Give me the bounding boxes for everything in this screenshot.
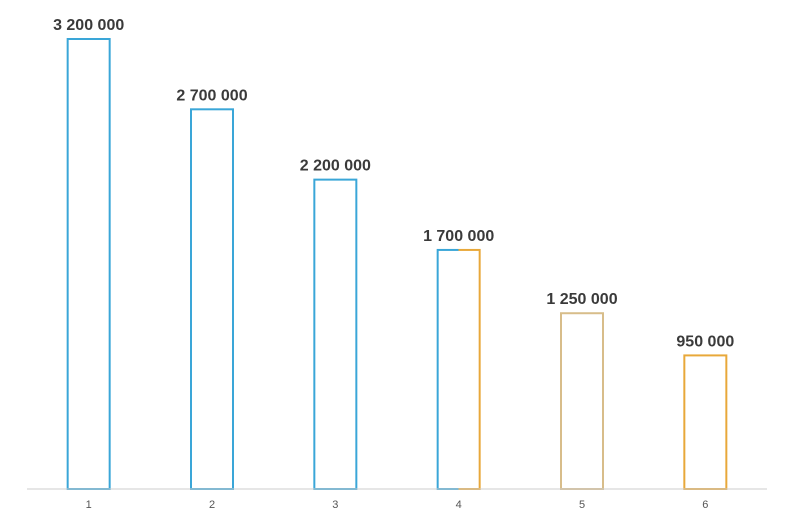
bar-2: [190, 108, 234, 490]
bar-5: [560, 312, 604, 490]
data-labels-group: 3 200 000 2 700 000 2 200 000 1 700 000 1 25…: [53, 17, 734, 350]
x-tick-label-5: 5: [579, 499, 585, 511]
bar-3: [313, 178, 358, 490]
bar-6: [683, 354, 728, 490]
data-label-2: 2 700 000: [176, 87, 247, 104]
data-label-4: 1 700 000: [423, 228, 494, 245]
data-label-6: 950 000: [676, 333, 734, 350]
data-label-3: 2 200 000: [300, 158, 371, 175]
x-tick-label-3: 3: [332, 499, 338, 511]
x-tick-label-6: 6: [702, 499, 708, 511]
bar-1: [66, 38, 111, 490]
data-label-1: 3 200 000: [53, 17, 124, 34]
x-tick-label-2: 2: [209, 499, 215, 511]
bar-4: [436, 248, 481, 490]
bars-group: [66, 38, 728, 490]
x-tick-label-4: 4: [456, 499, 462, 511]
x-tick-label-1: 1: [86, 499, 92, 511]
data-label-5: 1 250 000: [546, 291, 617, 308]
x-tick-labels-group: 1 2 3 4 5 6: [86, 499, 709, 511]
